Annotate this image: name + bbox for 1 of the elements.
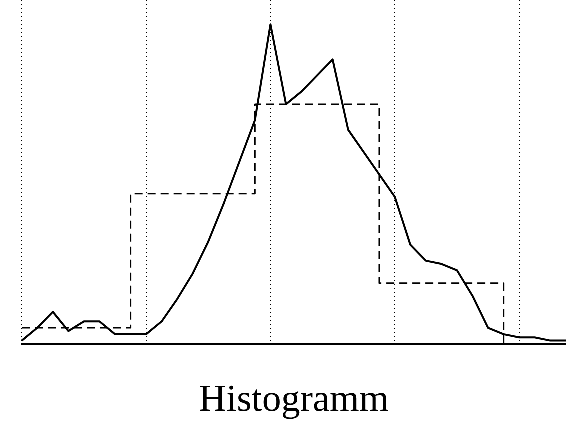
x-axis-title: Histogramm: [199, 378, 389, 420]
